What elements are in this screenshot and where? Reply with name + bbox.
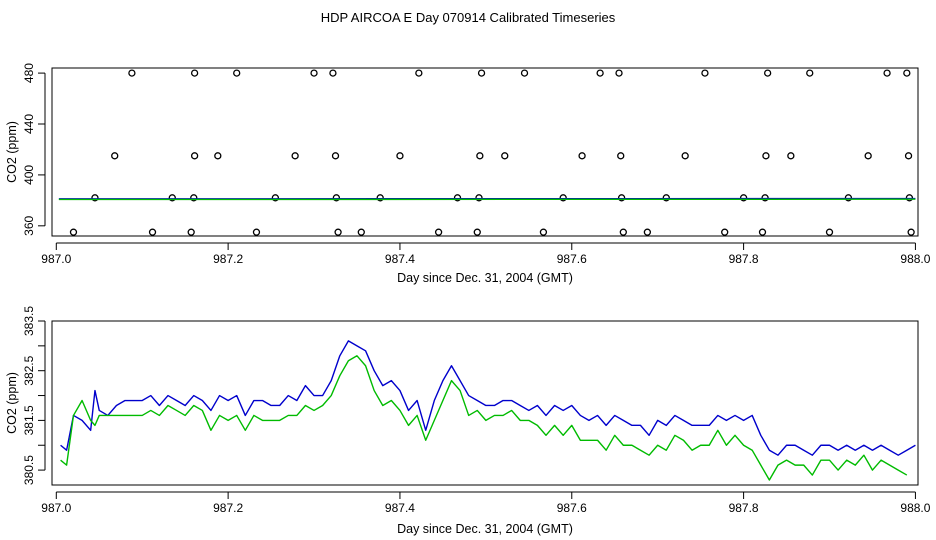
data-point (501, 152, 509, 160)
x-tick-label: 987.0 (41, 252, 71, 266)
data-point (376, 194, 384, 202)
data-point (190, 69, 199, 77)
y-tick-label: 381.5 (22, 405, 36, 435)
data-point (559, 194, 567, 202)
x-tick-label: 988.0 (900, 501, 930, 515)
data-point (681, 152, 689, 160)
data-point (148, 228, 157, 236)
x-axis-title-top: Day since Dec. 31, 2004 (GMT) (397, 271, 573, 285)
data-point (883, 69, 891, 77)
data-point (864, 152, 872, 160)
data-point (520, 69, 529, 77)
series-line (60, 355, 908, 481)
x-tick-label: 988.0 (900, 252, 930, 266)
data-point (473, 228, 481, 236)
data-point (615, 69, 623, 77)
x-tick-label: 987.4 (385, 252, 415, 266)
data-point (396, 152, 404, 160)
data-point (701, 69, 709, 77)
data-point (332, 194, 341, 202)
data-point (596, 69, 604, 77)
data-point (758, 228, 767, 236)
figure-title: HDP AIRCOA E Day 070914 Calibrated Times… (321, 10, 616, 25)
data-point (214, 152, 222, 160)
data-point (739, 194, 748, 202)
y-tick-label: 480 (22, 63, 36, 83)
x-axis-top: 987.0 987.2 987.4 987.6 987.8 988.0 (41, 242, 931, 266)
data-point (111, 152, 119, 160)
data-point (617, 152, 625, 160)
data-point (329, 69, 337, 77)
y-tick-label: 360 (22, 215, 36, 235)
data-point (291, 152, 299, 160)
data-point (453, 194, 462, 202)
chart-top: 987.0 987.2 987.4 987.6 987.8 988.0 360 400 440… (5, 63, 931, 285)
x-tick-label: 987.2 (213, 501, 243, 515)
y-axis-bottom: 380.5 381.5 382.5 383.5 (22, 306, 46, 485)
x-tick-label: 987.0 (41, 501, 71, 515)
data-point (357, 228, 365, 236)
data-point (187, 228, 195, 236)
y-tick-label: 380.5 (22, 455, 36, 485)
x-tick-label: 987.2 (213, 252, 243, 266)
data-point (764, 69, 772, 77)
data-point (806, 69, 814, 77)
data-point (128, 69, 136, 77)
data-point (643, 228, 652, 236)
data-point (415, 69, 423, 77)
y-tick-label: 383.5 (22, 306, 36, 336)
data-point (825, 228, 834, 236)
x-axis-bottom: 987.0 987.2 987.4 987.6 987.8 988.0 (41, 491, 931, 515)
series-line (60, 340, 916, 456)
data-point (168, 194, 176, 202)
data-point (762, 152, 770, 160)
data-point (190, 152, 199, 160)
data-point (619, 228, 627, 236)
data-point (476, 152, 484, 160)
data-point (904, 152, 913, 160)
y-tick-label: 382.5 (22, 355, 36, 385)
data-point (761, 194, 769, 202)
data-point (69, 228, 78, 236)
series-layer-top (58, 69, 916, 236)
data-point (617, 194, 626, 202)
plot-frame-bottom (51, 320, 919, 486)
data-point (578, 152, 586, 160)
chart-bottom: 987.0 987.2 987.4 987.6 987.8 988.0 380.5 381.… (5, 306, 931, 536)
y-axis-title-bottom: CO2 (ppm) (5, 372, 19, 434)
data-point (721, 228, 729, 236)
data-point (844, 194, 853, 202)
x-tick-label: 987.6 (557, 252, 587, 266)
data-point (310, 69, 318, 77)
x-tick-label: 987.8 (729, 252, 759, 266)
data-point (477, 69, 486, 77)
x-axis-title-bottom: Day since Dec. 31, 2004 (GMT) (397, 522, 573, 536)
series-layer-bottom (60, 340, 916, 481)
data-point (91, 194, 99, 202)
data-point (190, 194, 198, 202)
x-tick-label: 987.6 (557, 501, 587, 515)
data-point (903, 69, 911, 77)
data-point (787, 152, 795, 160)
data-point (271, 194, 280, 202)
x-tick-label: 987.8 (729, 501, 759, 515)
data-point (233, 69, 241, 77)
data-point (434, 228, 443, 236)
data-point (331, 152, 340, 160)
data-point (334, 228, 342, 236)
data-point (907, 228, 915, 236)
y-axis-top: 360 400 440 480 (22, 63, 46, 236)
data-point (252, 228, 261, 236)
data-point (905, 194, 914, 202)
y-tick-label: 400 (22, 165, 36, 185)
plot-frame-top (51, 67, 919, 237)
data-point (662, 194, 670, 202)
y-axis-title-top: CO2 (ppm) (5, 121, 19, 183)
y-tick-label: 440 (22, 114, 36, 134)
data-point (539, 228, 548, 236)
data-point (475, 194, 483, 202)
x-tick-label: 987.4 (385, 501, 415, 515)
